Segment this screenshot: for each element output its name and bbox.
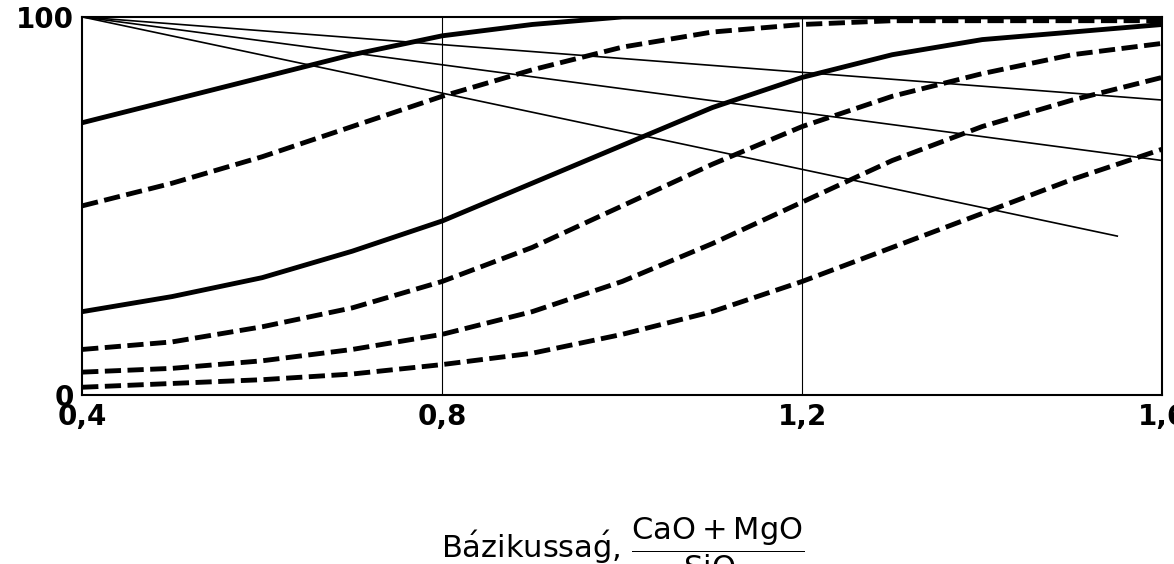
- Text: B$\acute{\rm a}$zikussa$\acute{\rm g}$, $\dfrac{\mathrm{CaO + MgO}}{\mathrm{SiO_: B$\acute{\rm a}$zikussa$\acute{\rm g}$, …: [440, 515, 804, 564]
